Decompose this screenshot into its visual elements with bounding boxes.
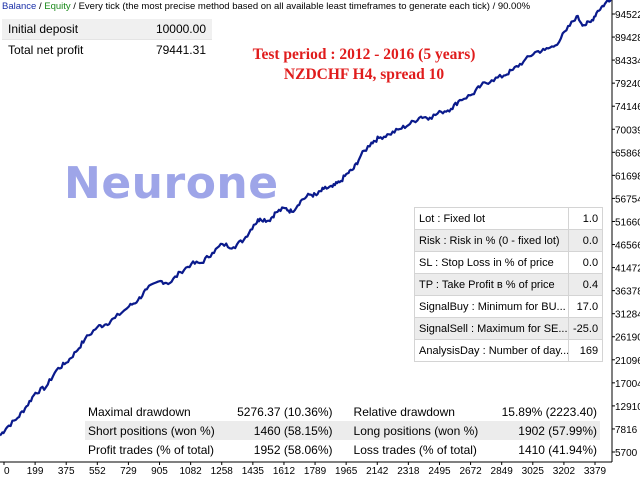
price-tick-label: 84334 [615,56,640,67]
legend-separator: / [36,1,45,12]
param-row: Lot : Fixed lot 1.0 [414,207,604,230]
param-value: 0.0 [567,251,604,274]
price-tick-label: 74146 [615,102,640,113]
price-tick-label: 94522 [615,10,640,21]
param-value: 1.0 [567,207,604,230]
param-label: SL : Stop Loss in % of price [414,251,569,274]
time-tick-label: 1965 [335,466,358,477]
param-label: SignalSell : Maximum for SE... [414,317,569,340]
stat-label: Profit trades (% of total) [88,442,215,457]
equity-legend: Equity [44,1,71,12]
stat-value: 1952 (58.06%) [253,442,333,457]
price-tick-label: 17004 [615,379,640,390]
param-label: SignalBuy : Minimum for BU... [414,295,569,318]
summary-table: Initial deposit 10000.00 Total net profi… [2,19,212,60]
stat-label: Short positions (won %) [85,421,228,440]
time-tick-label: 2142 [366,466,389,477]
param-row: SignalSell : Maximum for SE... -25.0 [414,317,604,340]
stat-label: Long positions (won %) [335,421,492,440]
price-tick-label: 41472 [615,264,640,275]
annotation-line-2: NZDCHF H4, spread 10 [283,66,445,83]
stat-value: 1460 (58.15%) [227,421,336,440]
time-tick-label: 2495 [428,466,451,477]
time-tick-label: 1612 [273,466,296,477]
time-tick-label: 2672 [459,466,482,477]
param-value: 17.0 [567,295,604,318]
time-tick-label: 552 [89,466,106,477]
stats-row: Maximal drawdown 5276.37 (10.36%) Relati… [85,402,600,421]
param-label: Risk : Risk in % (0 - fixed lot) [414,229,569,252]
time-tick-label: 1258 [211,466,234,477]
param-label: TP : Take Profit в % of price [414,273,569,296]
time-tick-label: 375 [58,466,75,477]
stat-label: Loss trades (% of total) [353,442,477,457]
param-label: AnalysisDay : Number of day... [414,339,569,362]
price-tick-label: 70039 [615,125,640,136]
time-tick-label: 3025 [522,466,545,477]
watermark-text: Neurone [64,158,279,209]
stats-table: Maximal drawdown 5276.37 (10.36%) Relati… [85,402,600,459]
time-tick-label: 905 [151,466,168,477]
chart-header: Balance / Equity / Every tick (the most … [2,0,530,14]
param-row: Risk : Risk in % (0 - fixed lot) 0.0 [414,229,604,252]
net-profit-value: 79441.31 [124,39,212,60]
price-tick-label: 56754 [615,194,640,205]
price-tick-label: 21096 [615,356,640,367]
time-tick-label: 729 [120,466,137,477]
stat-value: 1410 (41.94%) [518,442,597,457]
param-value: 0.0 [567,229,604,252]
initial-deposit-label: Initial deposit [2,19,125,40]
time-tick-label: 1082 [180,466,203,477]
price-tick-label: 12910 [615,402,640,413]
time-tick-label: 1789 [304,466,327,477]
param-value: 0.4 [567,273,604,296]
price-tick-label: 79240 [615,79,640,90]
param-value: 169 [567,339,604,362]
stat-label: Relative drawdown [353,404,455,419]
initial-deposit-row: Initial deposit 10000.00 [2,19,212,40]
time-tick-label: 2849 [491,466,514,477]
stat-value: 1902 (57.99%) [491,421,600,440]
param-row: TP : Take Profit в % of price 0.4 [414,273,604,296]
stat-value: 15.89% (2223.40) [501,404,597,419]
params-table: Lot : Fixed lot 1.0 Risk : Risk in % (0 -… [414,207,604,362]
test-period-annotation: Test period : 2012 - 2016 (5 years) NZDC… [233,45,495,85]
price-tick-label: 65868 [615,148,640,159]
price-tick-label: 7816 [615,425,638,436]
price-tick-label: 5700 [615,448,638,459]
balance-line [0,0,612,437]
price-tick-label: 26190 [615,333,640,344]
time-tick-label: 0 [4,466,10,477]
stats-row: Short positions (won %) 1460 (58.15%) Lo… [85,421,600,440]
net-profit-label: Total net profit [2,39,125,60]
param-value: -25.0 [567,317,604,340]
price-tick-label: 46566 [615,241,640,252]
stat-value: 5276.37 (10.36%) [237,404,333,419]
time-tick-label: 3202 [553,466,576,477]
time-tick-label: 3379 [584,466,607,477]
net-profit-row: Total net profit 79441.31 [2,39,212,60]
param-row: SL : Stop Loss in % of price 0.0 [414,251,604,274]
initial-deposit-value: 10000.00 [124,19,212,40]
price-tick-label: 51660 [615,217,640,228]
balance-legend: Balance [2,1,37,12]
price-tick-label: 36378 [615,287,640,298]
param-row: AnalysisDay : Number of day... 169 [414,339,604,362]
test-description: / Every tick (the most precise method ba… [70,1,531,12]
price-tick-label: 31284 [615,310,640,321]
param-row: SignalBuy : Minimum for BU... 17.0 [414,295,604,318]
time-axis-ticks: 0 199 375 552 729 905 1082 1258 1435 1612 1789 1965… [3,462,607,477]
stats-row: Profit trades (% of total) 1952 (58.06%)… [85,440,600,459]
stat-label: Maximal drawdown [88,404,191,419]
annotation-line-1: Test period : 2012 - 2016 (5 years) [252,46,476,63]
time-tick-label: 199 [27,466,44,477]
price-tick-label: 61698 [615,171,640,182]
param-label: Lot : Fixed lot [414,207,569,230]
time-tick-label: 2318 [397,466,420,477]
time-tick-label: 1435 [242,466,265,477]
